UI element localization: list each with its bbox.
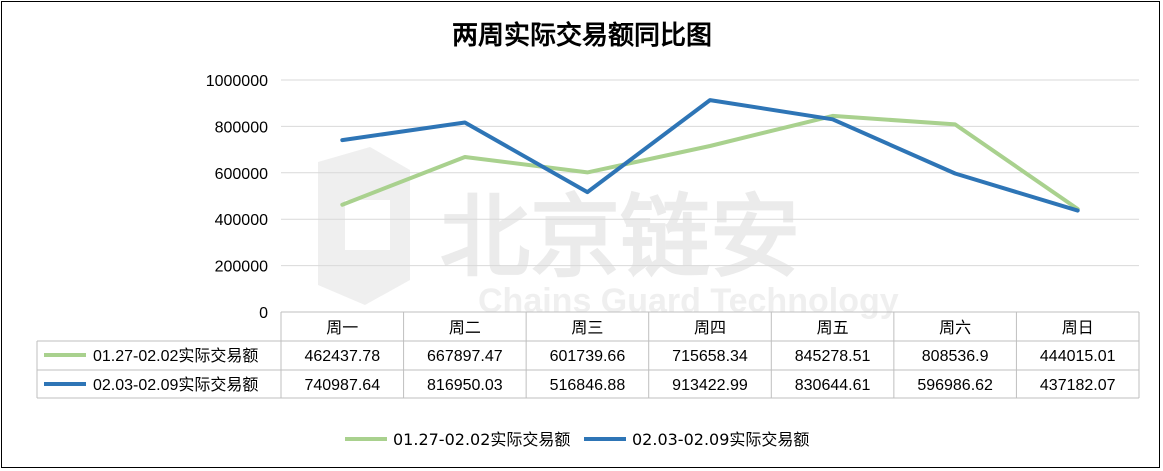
data-label: 715658.34: [672, 348, 748, 365]
x-category-label: 周一: [326, 318, 358, 337]
watermark-sub-text: Chains Guard Technology: [478, 282, 899, 320]
x-category-label: 周五: [817, 318, 849, 337]
data-label: 845278.51: [795, 348, 871, 365]
legend: 01.27-02.02实际交易额 02.03-02.09实际交易额: [345, 430, 809, 449]
table-series-name: 02.03-02.09实际交易额: [93, 376, 258, 394]
table-series-name: 01.27-02.02实际交易额: [93, 347, 258, 365]
data-label: 601739.66: [550, 348, 626, 365]
data-label: 596986.62: [917, 377, 993, 394]
data-label: 913422.99: [672, 377, 748, 394]
x-category-label: 周二: [449, 318, 481, 337]
y-tick-label: 800000: [215, 119, 268, 136]
legend-label: 01.27-02.02实际交易额: [393, 430, 570, 449]
x-category-label: 周六: [939, 318, 971, 337]
y-axis: 0 200000 400000 600000 800000 1000000: [206, 73, 268, 322]
y-tick-label: 400000: [215, 212, 268, 229]
y-tick-label: 200000: [215, 259, 268, 276]
data-label: 437182.07: [1040, 377, 1116, 394]
legend-label: 02.03-02.09实际交易额: [632, 430, 809, 449]
series-line-2: [340, 98, 1080, 213]
data-label: 462437.78: [304, 348, 380, 365]
series-lines: [340, 98, 1080, 213]
data-label: 667897.47: [427, 348, 503, 365]
chart-title: 两周实际交易额同比图: [452, 20, 712, 51]
data-label: 808536.9: [922, 348, 989, 365]
y-tick-label: 600000: [215, 166, 268, 183]
data-table: 周一 周二 周三 周四 周五 周六 周日 01.27-02.02实际交易额 462437.78 6…: [36, 311, 1140, 399]
x-category-label: 周日: [1062, 318, 1094, 337]
data-label: 516846.88: [550, 377, 626, 394]
x-category-label: 周三: [571, 318, 603, 337]
x-category-label: 周四: [694, 318, 726, 337]
data-label: 444015.01: [1040, 348, 1116, 365]
data-label: 740987.64: [304, 377, 380, 394]
series-line-1: [340, 113, 1080, 211]
data-label: 830644.61: [795, 377, 871, 394]
data-label: 816950.03: [427, 377, 503, 394]
watermark-logo-icon: [318, 147, 410, 305]
watermark-main-text: 北京链安: [440, 185, 800, 290]
y-tick-label: 0: [259, 305, 268, 322]
y-tick-label: 1000000: [206, 73, 268, 90]
